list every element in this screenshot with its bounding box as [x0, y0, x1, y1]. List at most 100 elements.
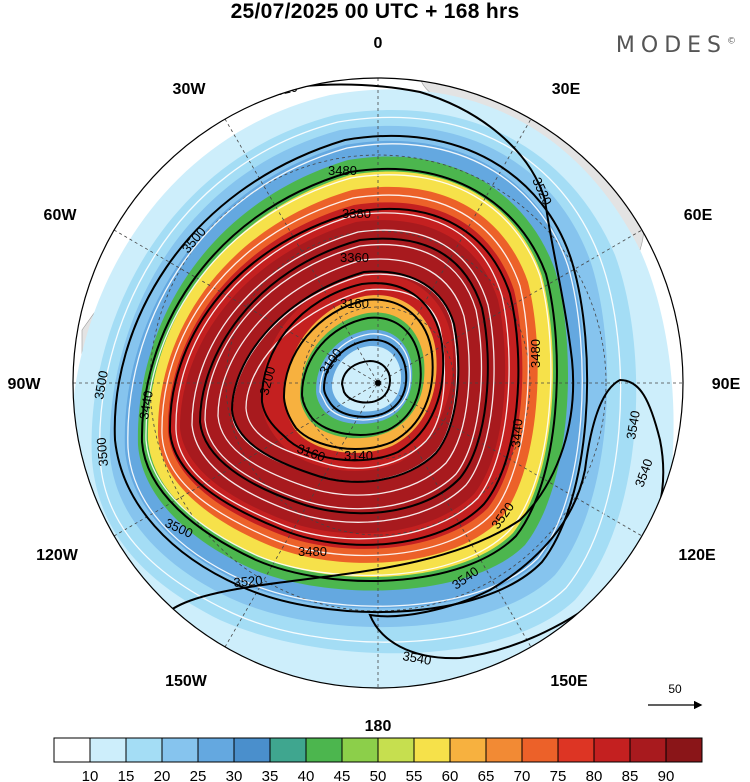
- lon-label-150w: 150W: [165, 673, 208, 690]
- streamlines: [99, 116, 622, 643]
- colorbar-box: [557, 737, 595, 763]
- map-border: [72, 77, 684, 689]
- colorbar-box: [53, 737, 91, 763]
- contour-label-group: 3520 3520 3480 3500 3500 3500 3440 3380 …: [91, 79, 656, 668]
- colorbar-tick-label: 80: [586, 768, 603, 782]
- colorbar-box: [197, 737, 235, 763]
- brand-name: MODES: [615, 33, 727, 58]
- contour-label: 3540: [623, 409, 643, 440]
- lon-label-30w: 30W: [173, 81, 207, 98]
- contour-3140: [300, 316, 422, 436]
- brand-mark: ©: [727, 36, 736, 47]
- reference-vector: 50: [648, 682, 703, 710]
- lon-label-60w: 60W: [44, 207, 78, 224]
- streamline: [175, 212, 510, 540]
- streamline: [191, 229, 495, 523]
- colorbar-tick-label: 45: [334, 768, 351, 782]
- lon-label-180: 180: [365, 718, 392, 735]
- streamline: [204, 244, 483, 510]
- contour-label: 3380: [342, 206, 371, 221]
- lon-label-120e: 120E: [678, 547, 716, 564]
- colorbar-tick-label: 15: [118, 768, 135, 782]
- contour-3440: [168, 208, 520, 546]
- reference-vector-label: 50: [668, 682, 682, 696]
- pole-marker: [375, 380, 381, 386]
- colorbar-tick-label: 40: [298, 768, 315, 782]
- colorbar-box: [449, 737, 487, 763]
- contour-label: 3200: [256, 365, 278, 397]
- colorbar-tick-label: 35: [262, 768, 279, 782]
- contour-label: 3520: [233, 573, 263, 590]
- contour-3160: [282, 298, 434, 451]
- colorbar-box: [161, 737, 199, 763]
- graticule: [73, 78, 683, 688]
- colorbar-box: [341, 737, 379, 763]
- colorbar-tick-label: 25: [190, 768, 207, 782]
- longitude-labels: 0 30E 60E 90E 120E 150E 180 150W 120W 90…: [8, 35, 741, 735]
- colorbar-boxes: [53, 737, 703, 763]
- brand-logo: MODES©: [616, 33, 736, 58]
- contour-label: 3500: [94, 437, 111, 467]
- colorbar-tick-label: 10: [82, 768, 99, 782]
- colorbar-tick-label: 70: [514, 768, 531, 782]
- colorbar-box: [125, 737, 163, 763]
- colorbar-box: [233, 737, 271, 763]
- colorbar-box: [269, 737, 307, 763]
- colorbar-box: [629, 737, 667, 763]
- colorbar-box: [521, 737, 559, 763]
- contour-3500: [113, 135, 589, 613]
- lon-label-30e: 30E: [552, 81, 581, 98]
- colorbar-tick-label: 55: [406, 768, 423, 782]
- colorbar-box: [89, 737, 127, 763]
- height-contours: [87, 83, 665, 660]
- streamline: [99, 116, 622, 643]
- latitude-ring-3: [149, 154, 607, 612]
- contour-label: 3540: [401, 648, 432, 668]
- colorbar: 10 15 20 25 30 35 40 45 50 55 60 65 70 75 80 85 90: [53, 737, 703, 782]
- streamline: [127, 143, 583, 607]
- colorbar-box: [485, 737, 523, 763]
- contour-label: 3440: [508, 418, 525, 448]
- colorbar-box: [413, 737, 451, 763]
- colorbar-tick-label: 20: [154, 768, 171, 782]
- colorbar-tick-label: 90: [658, 768, 675, 782]
- contour-label: 3360: [340, 250, 369, 265]
- colorbar-box: [377, 737, 415, 763]
- contour-3300: [230, 270, 460, 483]
- contour-3480: [140, 167, 558, 582]
- streamline: [161, 194, 529, 557]
- chart-title: 25/07/2025 00 UTC + 168 hrs: [230, 0, 520, 23]
- colorbar-tick-label: 75: [550, 768, 567, 782]
- lon-label-0: 0: [374, 35, 383, 52]
- contour-3200: [260, 282, 445, 462]
- contour-label: 3500: [91, 369, 111, 400]
- lon-label-90w: 90W: [8, 376, 42, 393]
- contour-label: 3440: [136, 389, 156, 420]
- polar-map: 3520 3520 3480 3500 3500 3500 3440 3380 …: [8, 35, 741, 735]
- colorbar-box: [305, 737, 343, 763]
- contour-label: 3180: [340, 296, 369, 311]
- contour-label: 3480: [528, 339, 543, 368]
- lon-label-150e: 150E: [550, 673, 588, 690]
- colorbar-box: [593, 737, 631, 763]
- streamline: [245, 288, 446, 469]
- streamline: [217, 258, 470, 496]
- contour-3100: [322, 338, 408, 418]
- lon-label-120w: 120W: [36, 547, 79, 564]
- colorbar-tick-label: 65: [478, 768, 495, 782]
- streamline: [319, 333, 411, 421]
- colorbar-box: [665, 737, 703, 763]
- colorbar-ticks: 10 15 20 25 30 35 40 45 50 55 60 65 70 75 80 85 90: [82, 768, 675, 782]
- contour-label: 3140: [344, 448, 373, 463]
- lon-label-90e: 90E: [712, 376, 741, 393]
- contour-label: 3480: [328, 163, 357, 178]
- colorbar-tick-label: 60: [442, 768, 459, 782]
- contour-3080: [340, 359, 392, 404]
- streamline: [145, 174, 552, 577]
- colorbar-tick-label: 30: [226, 768, 243, 782]
- contour-3380: [198, 237, 489, 515]
- colorbar-tick-label: 85: [622, 768, 639, 782]
- colorbar-tick-label: 50: [370, 768, 387, 782]
- contour-3540: [368, 378, 665, 660]
- lon-label-60e: 60E: [684, 207, 713, 224]
